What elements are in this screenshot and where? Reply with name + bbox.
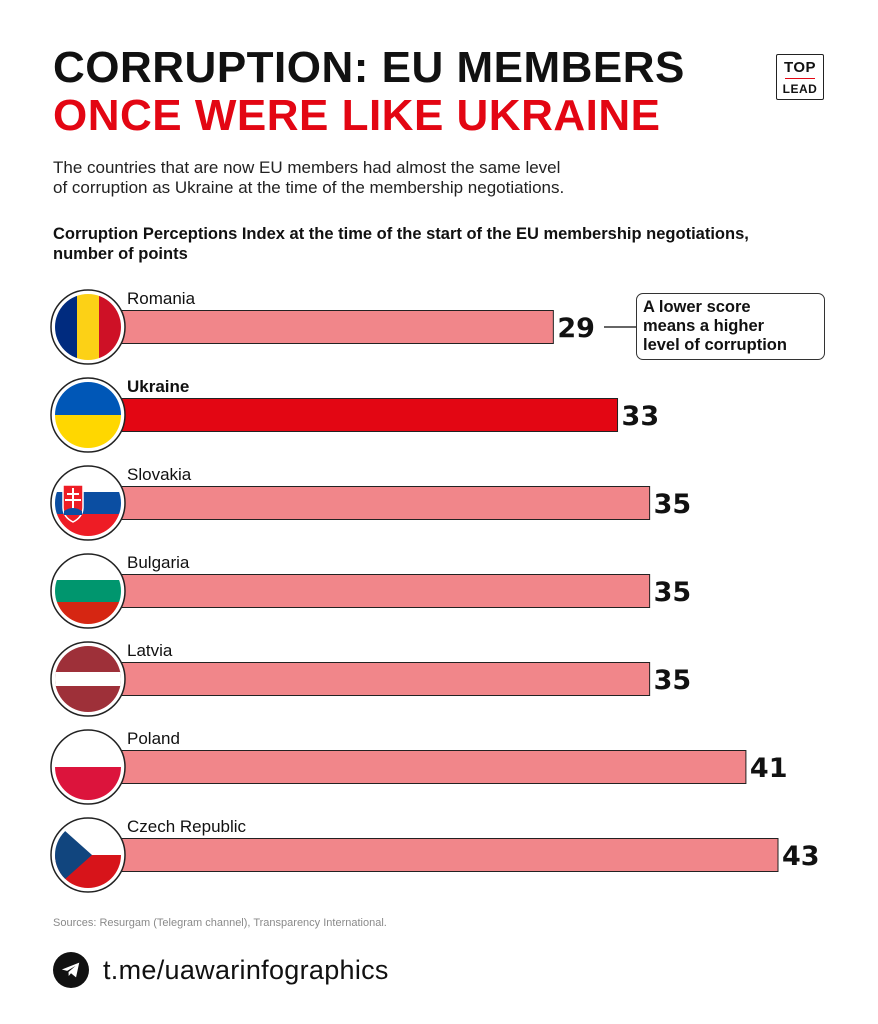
bar-slovakia xyxy=(87,486,651,520)
value-label-czech-republic: 43 xyxy=(782,841,820,872)
annotation-line-2: means a higher xyxy=(643,317,765,335)
value-label-romania: 29 xyxy=(557,313,595,344)
flag-poland-icon xyxy=(50,729,126,805)
flag-czech-republic-icon xyxy=(50,817,126,893)
value-label-ukraine: 33 xyxy=(622,401,660,432)
bar-ukraine xyxy=(87,398,619,432)
bar-label-poland: Poland xyxy=(127,729,180,748)
logo-divider xyxy=(785,77,815,79)
top-lead-logo: TOP LEAD xyxy=(776,54,824,100)
bar-label-czech-republic: Czech Republic xyxy=(127,817,247,836)
title-line-2: ONCE WERE LIKE UKRAINE xyxy=(53,91,661,140)
bar-label-ukraine: Ukraine xyxy=(127,377,189,396)
flag-latvia-icon xyxy=(50,641,126,717)
telegram-channel-link[interactable]: t.me/uawarinfographics xyxy=(103,954,389,985)
bar-bulgaria xyxy=(87,574,651,608)
bar-label-romania: Romania xyxy=(127,289,196,308)
value-label-latvia: 35 xyxy=(654,665,692,696)
description-line-1: The countries that are now EU members ha… xyxy=(53,158,561,177)
bar-romania xyxy=(87,310,554,344)
telegram-icon xyxy=(53,952,89,988)
annotation-box: A lower score means a higher level of co… xyxy=(636,293,825,360)
annotation-line-3: level of corruption xyxy=(643,336,787,354)
bar-label-latvia: Latvia xyxy=(127,641,173,660)
footer: t.me/uawarinfographics xyxy=(53,952,389,988)
description-line-2: of corruption as Ukraine at the time of … xyxy=(53,178,565,197)
chart-title: Corruption Perceptions Index at the time… xyxy=(53,225,749,263)
bar-latvia xyxy=(87,662,651,696)
bar-label-bulgaria: Bulgaria xyxy=(127,553,190,572)
bar-label-slovakia: Slovakia xyxy=(127,465,192,484)
bar-czech-republic xyxy=(87,838,779,872)
value-label-poland: 41 xyxy=(750,753,788,784)
flag-bulgaria-icon xyxy=(50,553,126,629)
title-line-1: CORRUPTION: EU MEMBERS xyxy=(53,43,685,92)
value-label-slovakia: 35 xyxy=(654,489,692,520)
flag-romania-icon xyxy=(50,289,126,365)
bar-poland xyxy=(87,750,747,784)
page-title: CORRUPTION: EU MEMBERS ONCE WERE LIKE UK… xyxy=(53,46,685,138)
value-label-bulgaria: 35 xyxy=(654,577,692,608)
description: The countries that are now EU members ha… xyxy=(53,158,733,198)
logo-top-text: TOP xyxy=(783,58,817,76)
annotation-line-1: A lower score xyxy=(643,298,751,316)
flag-slovakia-icon xyxy=(50,465,126,541)
source-note: Sources: Resurgam (Telegram channel), Tr… xyxy=(53,917,387,929)
flag-ukraine-icon xyxy=(50,377,126,453)
logo-bottom-text: LEAD xyxy=(782,81,818,96)
